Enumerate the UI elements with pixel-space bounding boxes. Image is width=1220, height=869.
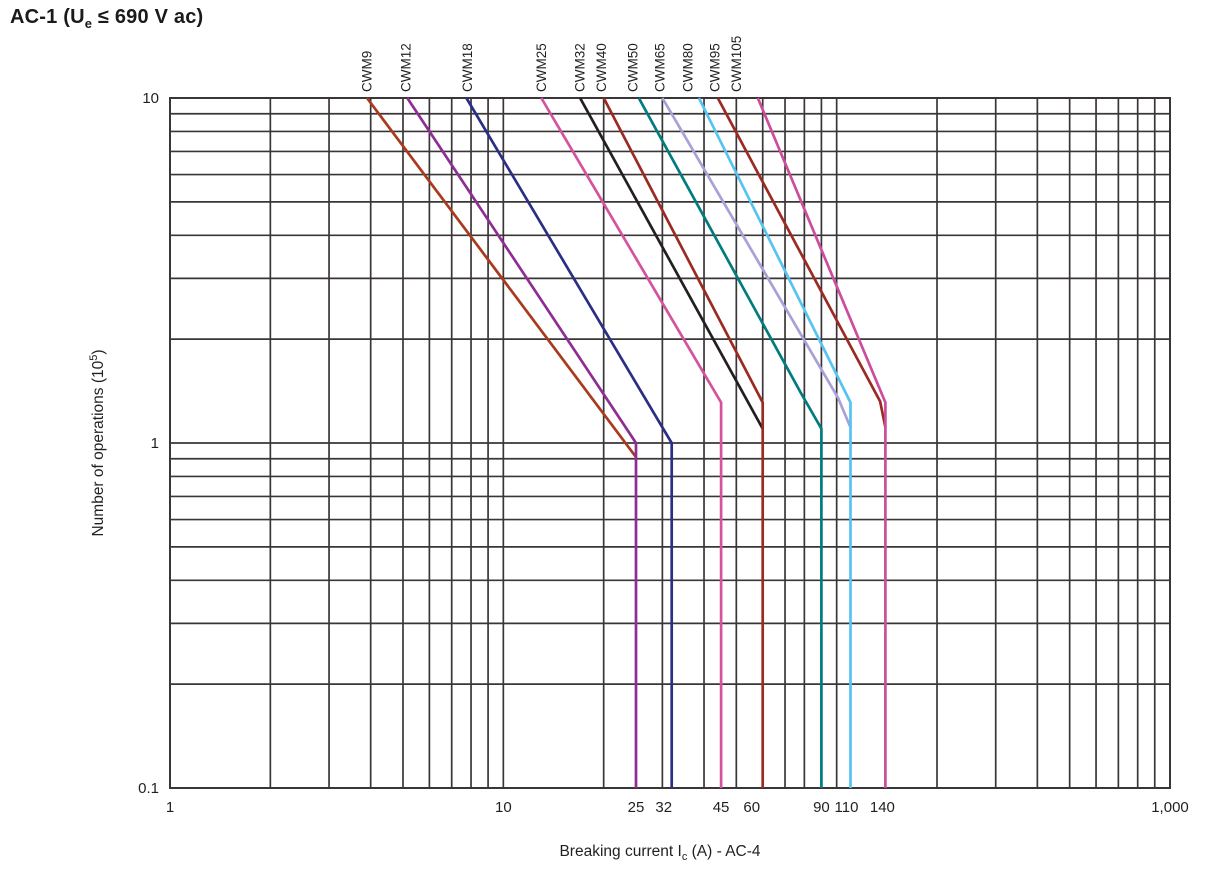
series-label-CWM32: CWM32 (573, 43, 588, 92)
curve-CWM105 (756, 97, 887, 788)
x-tick-label-10: 10 (495, 799, 512, 816)
plot-border (169, 97, 1171, 789)
series-label-CWM12: CWM12 (398, 43, 413, 92)
y-tick-label-0.1: 0.1 (138, 780, 159, 797)
curve-CWM9 (365, 97, 638, 458)
series-label-CWM65: CWM65 (652, 43, 667, 92)
y-tick-label-1: 1 (151, 435, 159, 452)
y-tick-label-10: 10 (142, 90, 159, 107)
curve-CWM25 (540, 97, 723, 788)
chart-title-prefix: AC-1 (U (10, 6, 85, 28)
series-label-CWM9: CWM9 (360, 51, 375, 92)
curve-CWM95 (716, 97, 887, 428)
x-tick-label-32: 32 (655, 799, 672, 816)
x-tick-label-90: 90 (813, 799, 830, 816)
series-label-CWM105: CWM105 (729, 36, 744, 92)
series-label-CWM25: CWM25 (534, 43, 549, 92)
series-label-CWM95: CWM95 (708, 43, 723, 92)
chart-title-suffix: ≤ 690 V ac) (92, 6, 204, 28)
curve-CWM32 (578, 97, 764, 430)
x-tick-label-45: 45 (713, 799, 730, 816)
x-tick-label-110: 110 (835, 799, 859, 816)
curve-CWM50 (637, 97, 823, 788)
y-axis-title: Number of operations (105) (88, 349, 107, 536)
x-tick-label-140: 140 (870, 799, 895, 816)
chart-title: AC-1 (Ue ≤ 690 V ac) (10, 6, 203, 31)
x-tick-label-60: 60 (743, 799, 760, 816)
curve-CWM12 (406, 97, 638, 788)
curve-CWM18 (465, 97, 674, 788)
series-label-CWM40: CWM40 (594, 43, 609, 92)
x-tick-label-1: 1 (166, 799, 174, 816)
curve-CWM65 (661, 97, 852, 428)
series-label-CWM80: CWM80 (680, 43, 695, 92)
chart-title-subscript: e (84, 16, 93, 31)
curve-CWM40 (602, 97, 765, 788)
x-tick-label-25: 25 (628, 799, 645, 816)
series-label-CWM18: CWM18 (460, 43, 475, 92)
x-tick-label-1000: 1,000 (1151, 799, 1189, 816)
series-label-CWM50: CWM50 (626, 43, 641, 92)
curve-CWM80 (697, 97, 852, 788)
x-axis-title: Breaking current Ic (A) - AC-4 (559, 843, 760, 863)
